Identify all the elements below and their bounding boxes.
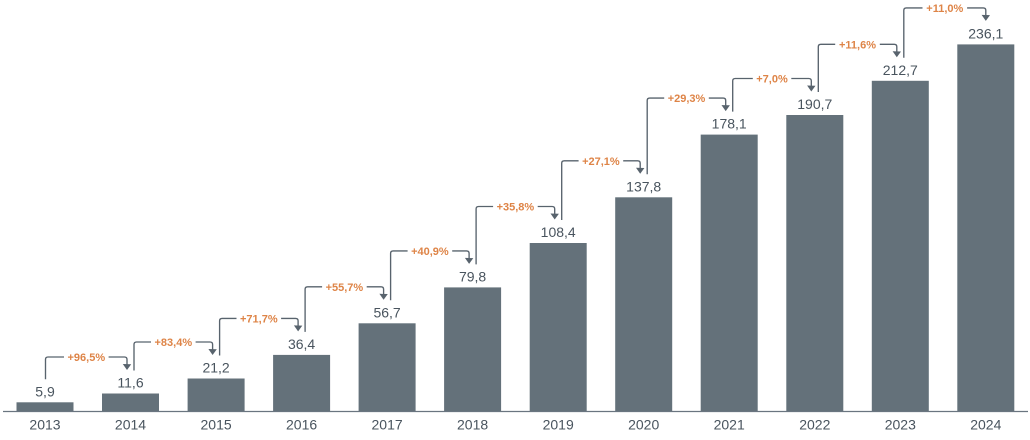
svg-text:+40,9%: +40,9% <box>411 246 449 258</box>
svg-text:108,4: 108,4 <box>541 224 576 240</box>
svg-text:+83,4%: +83,4% <box>154 337 192 349</box>
svg-text:+11,0%: +11,0% <box>926 3 963 15</box>
svg-text:79,8: 79,8 <box>459 268 486 284</box>
svg-text:190,7: 190,7 <box>797 96 832 112</box>
svg-text:137,8: 137,8 <box>626 178 661 194</box>
svg-text:+55,7%: +55,7% <box>326 282 364 294</box>
svg-text:2018: 2018 <box>457 417 488 433</box>
svg-text:2016: 2016 <box>286 417 317 433</box>
svg-text:2017: 2017 <box>372 417 403 433</box>
svg-text:+96,5%: +96,5% <box>67 352 105 364</box>
svg-text:2013: 2013 <box>29 417 60 433</box>
svg-text:+27,1%: +27,1% <box>582 156 620 168</box>
svg-text:236,1: 236,1 <box>968 25 1003 41</box>
svg-text:2021: 2021 <box>714 417 745 433</box>
svg-text:56,7: 56,7 <box>373 304 400 320</box>
svg-text:11,6: 11,6 <box>117 375 143 391</box>
svg-text:212,7: 212,7 <box>883 62 918 78</box>
svg-text:2019: 2019 <box>543 417 574 433</box>
svg-text:+11,6%: +11,6% <box>839 39 876 51</box>
svg-text:+71,7%: +71,7% <box>240 313 278 325</box>
svg-text:5,9: 5,9 <box>35 383 55 399</box>
svg-text:+29,3%: +29,3% <box>668 93 706 105</box>
svg-text:+7,0%: +7,0% <box>756 74 788 86</box>
svg-text:36,4: 36,4 <box>288 336 315 352</box>
svg-text:+35,8%: +35,8% <box>497 202 535 214</box>
svg-text:2023: 2023 <box>885 417 916 433</box>
svg-text:178,1: 178,1 <box>712 116 747 132</box>
svg-text:2015: 2015 <box>201 417 232 433</box>
svg-text:2022: 2022 <box>799 417 830 433</box>
svg-text:2024: 2024 <box>970 417 1001 433</box>
svg-text:2014: 2014 <box>115 417 146 433</box>
svg-text:21,2: 21,2 <box>202 360 229 376</box>
svg-text:2020: 2020 <box>628 417 659 433</box>
